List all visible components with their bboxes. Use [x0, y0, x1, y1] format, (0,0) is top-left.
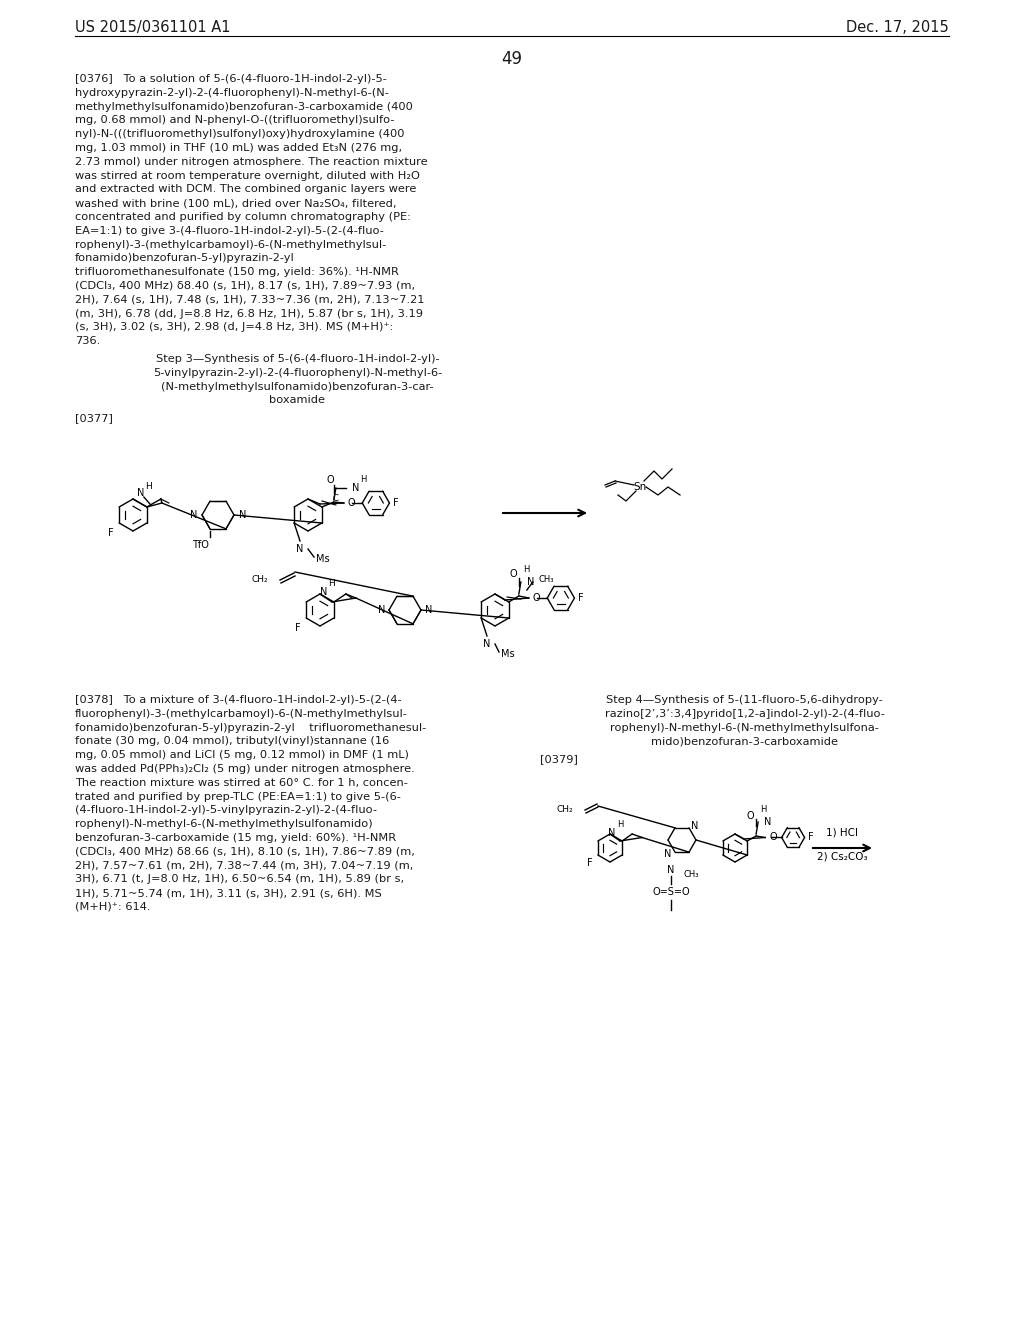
Text: O: O	[769, 833, 777, 842]
Text: F: F	[109, 528, 114, 539]
Text: N: N	[664, 849, 671, 859]
Text: was stirred at room temperature overnight, diluted with H₂O: was stirred at room temperature overnigh…	[75, 170, 420, 181]
Text: boxamide: boxamide	[269, 396, 326, 405]
Text: CH₂: CH₂	[556, 805, 573, 814]
Text: N: N	[352, 483, 359, 492]
Text: mg, 1.03 mmol) in THF (10 mL) was added Et₃N (276 mg,: mg, 1.03 mmol) in THF (10 mL) was added …	[75, 143, 402, 153]
Text: CH₃: CH₃	[683, 870, 698, 879]
Text: H: H	[359, 475, 367, 484]
Text: [0376]   To a solution of 5-(6-(4-fluoro-1H-indol-2-yl)-5-: [0376] To a solution of 5-(6-(4-fluoro-1…	[75, 74, 387, 84]
Text: EA=1:1) to give 3-(4-fluoro-1H-indol-2-yl)-5-(2-(4-fluo-: EA=1:1) to give 3-(4-fluoro-1H-indol-2-y…	[75, 226, 384, 236]
Text: (M+H)⁺: 614.: (M+H)⁺: 614.	[75, 902, 151, 912]
Text: (s, 3H), 3.02 (s, 3H), 2.98 (d, J=4.8 Hz, 3H). MS (M+H)⁺:: (s, 3H), 3.02 (s, 3H), 2.98 (d, J=4.8 Hz…	[75, 322, 393, 333]
Text: N: N	[483, 639, 490, 649]
Text: 736.: 736.	[75, 337, 100, 346]
Text: [0378]   To a mixture of 3-(4-fluoro-1H-indol-2-yl)-5-(2-(4-: [0378] To a mixture of 3-(4-fluoro-1H-in…	[75, 696, 401, 705]
Text: Ms: Ms	[501, 649, 515, 659]
Text: trated and purified by prep-TLC (PE:EA=1:1) to give 5-(6-: trated and purified by prep-TLC (PE:EA=1…	[75, 792, 400, 801]
Text: mg, 0.68 mmol) and N-phenyl-O-((trifluoromethyl)sulfo-: mg, 0.68 mmol) and N-phenyl-O-((trifluor…	[75, 115, 394, 125]
Text: N: N	[668, 865, 675, 875]
Text: F: F	[295, 623, 301, 634]
Text: 49: 49	[502, 50, 522, 69]
Text: Dec. 17, 2015: Dec. 17, 2015	[846, 20, 949, 36]
Text: 2) Cs₂CO₃: 2) Cs₂CO₃	[817, 851, 867, 862]
Text: H: H	[760, 805, 767, 814]
Text: washed with brine (100 mL), dried over Na₂SO₄, filtered,: washed with brine (100 mL), dried over N…	[75, 198, 396, 209]
Text: F: F	[808, 833, 813, 842]
Text: N: N	[608, 828, 615, 838]
Text: mido)benzofuran-3-carboxamide: mido)benzofuran-3-carboxamide	[651, 737, 838, 746]
Text: N: N	[239, 510, 247, 520]
Text: N: N	[189, 510, 197, 520]
Text: O: O	[746, 810, 754, 821]
Text: nyl)-N-(((trifluoromethyl)sulfonyl)oxy)hydroxylamine (400: nyl)-N-(((trifluoromethyl)sulfonyl)oxy)h…	[75, 129, 404, 139]
Text: N: N	[296, 544, 304, 554]
Text: [0379]: [0379]	[540, 754, 578, 764]
Text: N: N	[764, 817, 771, 828]
Text: 5-vinylpyrazin-2-yl)-2-(4-fluorophenyl)-N-methyl-6-: 5-vinylpyrazin-2-yl)-2-(4-fluorophenyl)-…	[153, 368, 442, 378]
Text: O: O	[348, 498, 355, 508]
Text: F: F	[579, 593, 584, 603]
Text: mg, 0.05 mmol) and LiCl (5 mg, 0.12 mmol) in DMF (1 mL): mg, 0.05 mmol) and LiCl (5 mg, 0.12 mmol…	[75, 750, 409, 760]
Text: fonamido)benzofuran-5-yl)pyrazin-2-yl: fonamido)benzofuran-5-yl)pyrazin-2-yl	[75, 253, 295, 264]
Text: N: N	[691, 821, 698, 830]
Text: fluorophenyl)-3-(methylcarbamoyl)-6-(N-methylmethylsul-: fluorophenyl)-3-(methylcarbamoyl)-6-(N-m…	[75, 709, 408, 719]
Text: 2.73 mmol) under nitrogen atmosphere. The reaction mixture: 2.73 mmol) under nitrogen atmosphere. Th…	[75, 157, 428, 166]
Text: N: N	[527, 577, 535, 587]
Text: F: F	[393, 498, 399, 508]
Text: Step 3—Synthesis of 5-(6-(4-fluoro-1H-indol-2-yl)-: Step 3—Synthesis of 5-(6-(4-fluoro-1H-in…	[156, 354, 439, 364]
Text: Ms: Ms	[316, 554, 330, 564]
Text: razino[2’,3’:3,4]pyrido[1,2-a]indol-2-yl)-2-(4-fluo-: razino[2’,3’:3,4]pyrido[1,2-a]indol-2-yl…	[604, 709, 885, 719]
Text: (N-methylmethylsulfonamido)benzofuran-3-car-: (N-methylmethylsulfonamido)benzofuran-3-…	[161, 381, 434, 392]
Text: F: F	[587, 858, 593, 869]
Text: rophenyl)-N-methyl-6-(N-methylmethylsulfona-: rophenyl)-N-methyl-6-(N-methylmethylsulf…	[610, 722, 879, 733]
Text: concentrated and purified by column chromatography (PE:: concentrated and purified by column chro…	[75, 213, 411, 222]
Text: (CDCl₃, 400 MHz) δ8.66 (s, 1H), 8.10 (s, 1H), 7.86~7.89 (m,: (CDCl₃, 400 MHz) δ8.66 (s, 1H), 8.10 (s,…	[75, 847, 415, 857]
Text: and extracted with DCM. The combined organic layers were: and extracted with DCM. The combined org…	[75, 185, 417, 194]
Text: O: O	[509, 569, 517, 579]
Text: fonate (30 mg, 0.04 mmol), tributyl(vinyl)stannane (16: fonate (30 mg, 0.04 mmol), tributyl(viny…	[75, 737, 389, 746]
Text: fonamido)benzofuran-5-yl)pyrazin-2-yl    trifluoromethanesul-: fonamido)benzofuran-5-yl)pyrazin-2-yl tr…	[75, 722, 426, 733]
Text: The reaction mixture was stirred at 60° C. for 1 h, concen-: The reaction mixture was stirred at 60° …	[75, 777, 408, 788]
Text: Sn: Sn	[634, 482, 646, 492]
Text: rophenyl)-3-(methylcarbamoyl)-6-(N-methylmethylsul-: rophenyl)-3-(methylcarbamoyl)-6-(N-methy…	[75, 240, 386, 249]
Text: rophenyl)-N-methyl-6-(N-methylmethylsulfonamido): rophenyl)-N-methyl-6-(N-methylmethylsulf…	[75, 820, 373, 829]
Text: trifluoromethanesulfonate (150 mg, yield: 36%). ¹H-NMR: trifluoromethanesulfonate (150 mg, yield…	[75, 267, 399, 277]
Text: was added Pd(PPh₃)₂Cl₂ (5 mg) under nitrogen atmosphere.: was added Pd(PPh₃)₂Cl₂ (5 mg) under nitr…	[75, 764, 415, 774]
Text: 2H), 7.64 (s, 1H), 7.48 (s, 1H), 7.33~7.36 (m, 2H), 7.13~7.21: 2H), 7.64 (s, 1H), 7.48 (s, 1H), 7.33~7.…	[75, 294, 425, 305]
Text: N: N	[425, 605, 432, 615]
Text: O: O	[532, 593, 541, 603]
Text: 1) HCl: 1) HCl	[826, 828, 858, 838]
Text: hydroxypyrazin-2-yl)-2-(4-fluorophenyl)-N-methyl-6-(N-: hydroxypyrazin-2-yl)-2-(4-fluorophenyl)-…	[75, 88, 389, 98]
Text: [0377]: [0377]	[75, 413, 113, 424]
Text: N: N	[137, 488, 144, 498]
Text: 1H), 5.71~5.74 (m, 1H), 3.11 (s, 3H), 2.91 (s, 6H). MS: 1H), 5.71~5.74 (m, 1H), 3.11 (s, 3H), 2.…	[75, 888, 382, 898]
Text: N: N	[378, 605, 385, 615]
Text: (4-fluoro-1H-indol-2-yl)-5-vinylpyrazin-2-yl)-2-(4-fluo-: (4-fluoro-1H-indol-2-yl)-5-vinylpyrazin-…	[75, 805, 377, 816]
Text: O: O	[326, 475, 334, 484]
Text: H: H	[616, 821, 624, 829]
Text: C: C	[333, 494, 339, 503]
Text: N: N	[321, 587, 328, 597]
Text: O=S=O: O=S=O	[652, 887, 690, 898]
Text: 3H), 6.71 (t, J=8.0 Hz, 1H), 6.50~6.54 (m, 1H), 5.89 (br s,: 3H), 6.71 (t, J=8.0 Hz, 1H), 6.50~6.54 (…	[75, 874, 404, 884]
Text: Step 4—Synthesis of 5-(11-fluoro-5,6-dihydropy-: Step 4—Synthesis of 5-(11-fluoro-5,6-dih…	[606, 696, 883, 705]
Text: CH₂: CH₂	[251, 576, 268, 585]
Text: H: H	[329, 579, 335, 589]
Text: H: H	[523, 565, 529, 574]
Text: US 2015/0361101 A1: US 2015/0361101 A1	[75, 20, 230, 36]
Text: H: H	[145, 483, 153, 491]
Text: benzofuran-3-carboxamide (15 mg, yield: 60%). ¹H-NMR: benzofuran-3-carboxamide (15 mg, yield: …	[75, 833, 396, 843]
Text: (CDCl₃, 400 MHz) δ8.40 (s, 1H), 8.17 (s, 1H), 7.89~7.93 (m,: (CDCl₃, 400 MHz) δ8.40 (s, 1H), 8.17 (s,…	[75, 281, 415, 290]
Text: CH₃: CH₃	[539, 576, 554, 585]
Text: (m, 3H), 6.78 (dd, J=8.8 Hz, 6.8 Hz, 1H), 5.87 (br s, 1H), 3.19: (m, 3H), 6.78 (dd, J=8.8 Hz, 6.8 Hz, 1H)…	[75, 309, 423, 318]
Text: methylmethylsulfonamido)benzofuran-3-carboxamide (400: methylmethylsulfonamido)benzofuran-3-car…	[75, 102, 413, 112]
Text: 2H), 7.57~7.61 (m, 2H), 7.38~7.44 (m, 3H), 7.04~7.19 (m,: 2H), 7.57~7.61 (m, 2H), 7.38~7.44 (m, 3H…	[75, 861, 414, 871]
Text: TfO: TfO	[191, 540, 209, 550]
